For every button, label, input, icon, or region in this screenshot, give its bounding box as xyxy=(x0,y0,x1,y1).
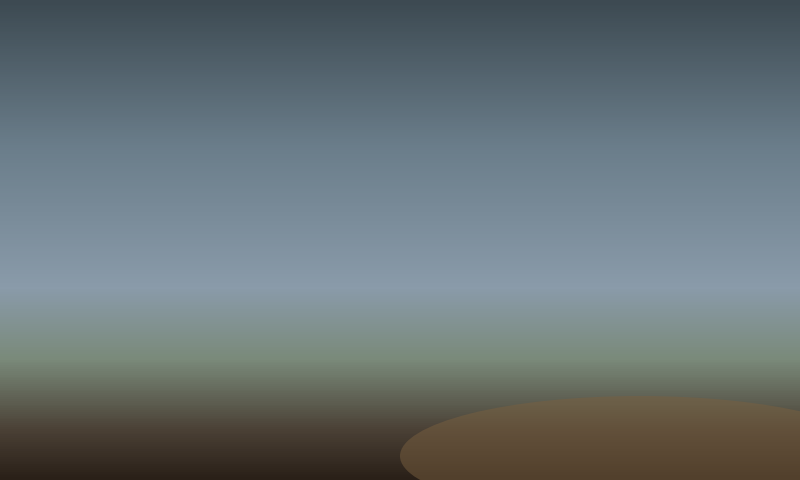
Bar xyxy=(102,155,200,174)
Text: 25%: 25% xyxy=(459,345,509,365)
Text: of employees earn
14,000 AED or less: of employees earn 14,000 AED or less xyxy=(442,282,574,315)
Ellipse shape xyxy=(332,126,676,469)
Text: explorer: explorer xyxy=(208,17,293,35)
Bar xyxy=(102,137,200,155)
Text: Almost everyone earns
25,000 AED or less: Almost everyone earns 25,000 AED or less xyxy=(459,90,637,126)
Text: Ajman: Ajman xyxy=(119,267,177,285)
Text: * Average Monthly Salary: * Average Monthly Salary xyxy=(77,346,219,355)
Bar xyxy=(60,137,102,192)
Text: 75%: 75% xyxy=(504,154,560,178)
Bar xyxy=(102,174,200,192)
Text: Government and Defence: Government and Defence xyxy=(38,307,258,322)
Text: salary: salary xyxy=(132,17,194,35)
Text: 50%: 50% xyxy=(482,247,534,267)
Ellipse shape xyxy=(400,396,800,480)
Ellipse shape xyxy=(300,42,772,480)
Text: 100%: 100% xyxy=(510,53,586,77)
Ellipse shape xyxy=(74,156,88,172)
Text: of employees
earn less than
11,500: of employees earn less than 11,500 xyxy=(437,381,531,430)
Text: .com: .com xyxy=(300,17,349,35)
Ellipse shape xyxy=(276,0,800,480)
Ellipse shape xyxy=(376,214,592,430)
Text: of employees earn
16,100 AED or less: of employees earn 16,100 AED or less xyxy=(462,191,602,227)
Text: Salaries Distribution: Salaries Distribution xyxy=(35,228,261,247)
